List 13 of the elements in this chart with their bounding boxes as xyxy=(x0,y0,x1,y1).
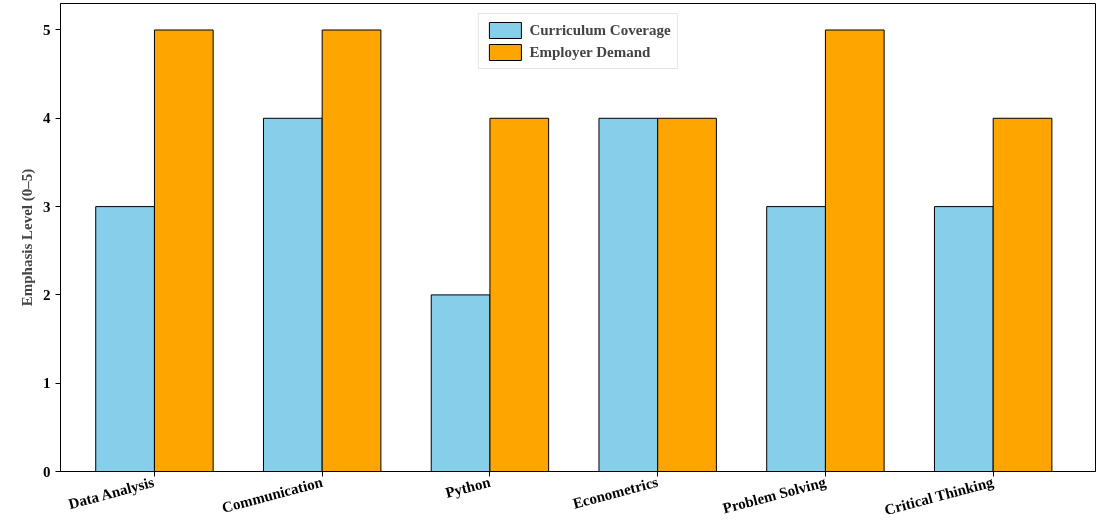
x-tick-label: Python xyxy=(443,473,493,502)
x-tick-label: Critical Thinking xyxy=(882,473,996,519)
y-tick-label: 4 xyxy=(43,110,51,127)
y-tick-label: 2 xyxy=(43,286,51,303)
y-tick-label: 0 xyxy=(43,463,51,480)
y-tick-label: 3 xyxy=(43,198,51,215)
x-tick-label: Problem Solving xyxy=(720,473,828,517)
legend-label: Employer Demand xyxy=(529,43,651,61)
y-tick-label: 5 xyxy=(43,21,51,38)
x-tick-label: Data Analysis xyxy=(66,473,156,513)
y-axis-title: Emphasis Level (0–5) xyxy=(19,168,36,307)
y-tick-label: 1 xyxy=(43,375,51,392)
legend-label: Curriculum Coverage xyxy=(529,21,671,39)
